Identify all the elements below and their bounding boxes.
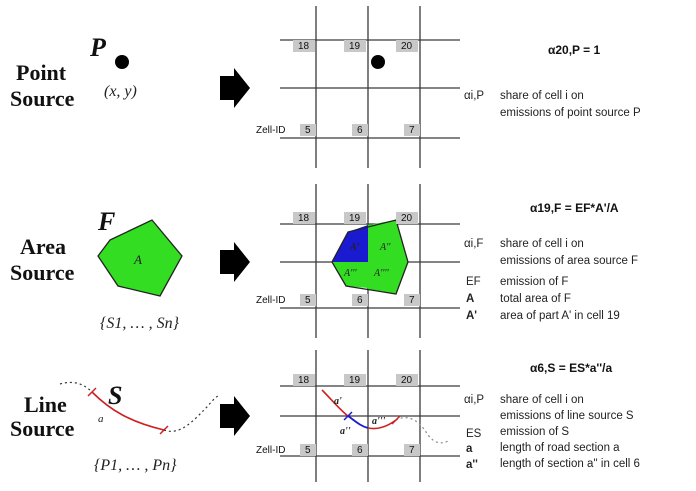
road-segment-label: a <box>98 413 104 425</box>
point-symbol: P <box>89 33 107 62</box>
point-legend-text-1: emissions of point source P <box>500 107 641 119</box>
zell-id-label: Zell-ID <box>256 125 285 136</box>
point-title-line2: Source <box>10 86 75 111</box>
area-legend-text-2: emission of F <box>500 276 568 288</box>
area-title-line1: Area <box>20 234 66 259</box>
grid-road-dotted <box>395 417 451 444</box>
cell-id-20: 20 <box>401 375 413 386</box>
point-legend-symbol-0: αi,P <box>464 90 484 102</box>
area-title-line2: Source <box>10 260 75 285</box>
cell-id-6: 6 <box>357 295 363 306</box>
point-legend-text-0: share of cell i on <box>500 90 584 102</box>
area-legend-text-1: emissions of area source F <box>500 255 638 267</box>
area-part-label-a3: A''' <box>343 268 357 279</box>
cell-id-19: 19 <box>349 213 361 224</box>
line-legend-symbol-3: a <box>466 443 473 455</box>
point-source-section: Point Source P (x, y) 18 19 20 Zell-ID 5… <box>10 6 641 168</box>
cell-id-7: 7 <box>409 125 415 136</box>
cell-id-20: 20 <box>401 41 413 52</box>
point-coords: (x, y) <box>104 83 137 100</box>
cell-id-19: 19 <box>349 375 361 386</box>
point-formula: α20,P = 1 <box>548 43 601 57</box>
line-legend-text-4: length of section a'' in cell 6 <box>500 458 640 470</box>
line-source-section: Line Source S a {P1, … , Pn} a' a'' a'''… <box>10 350 640 482</box>
line-source-dotted-end <box>163 395 219 432</box>
line-source-dotted-start <box>59 381 93 393</box>
grid-road-label-a1: a' <box>334 396 342 407</box>
cell-id-7: 7 <box>409 445 415 456</box>
point-title-line1: Point <box>16 60 67 85</box>
arrow-icon <box>220 242 250 282</box>
line-legend-text-0: share of cell i on <box>500 394 584 406</box>
cell-id-18: 18 <box>298 213 310 224</box>
area-symbol: F <box>97 207 115 236</box>
area-part-a3 <box>332 262 368 288</box>
cell-id-20: 20 <box>401 213 413 224</box>
arrow-icon <box>220 68 250 108</box>
point-grid <box>280 6 460 168</box>
grid-road-label-a3: a''' <box>372 416 386 427</box>
line-legend-text-3: length of road section a <box>500 442 620 454</box>
line-formula: α6,S = ES*a''/a <box>530 361 612 375</box>
line-legend-symbol-4: a'' <box>466 459 478 471</box>
zell-id-label: Zell-ID <box>256 445 285 456</box>
line-title-line2: Source <box>10 416 75 441</box>
area-legend-symbol-4: A' <box>466 310 477 322</box>
zell-id-label: Zell-ID <box>256 295 285 306</box>
grid-road-part-a1 <box>321 389 349 417</box>
line-legend-text-1: emissions of line source S <box>500 410 634 422</box>
cell-id-6: 6 <box>357 445 363 456</box>
grid-road-label-a2: a'' <box>340 426 351 437</box>
area-source-section: Area Source F A {S1, … , Sn} A' A'' A'''… <box>10 184 638 338</box>
cell-id-5: 5 <box>305 125 311 136</box>
area-part-label-a1: A' <box>349 242 360 253</box>
area-part-a1 <box>332 225 368 262</box>
area-polygon <box>97 219 183 297</box>
area-legend-text-0: share of cell i on <box>500 238 584 250</box>
area-legend-text-3: total area of F <box>500 293 571 305</box>
cell-id-5: 5 <box>305 295 311 306</box>
line-title-line1: Line <box>24 392 67 417</box>
arrow-icon <box>220 396 250 436</box>
line-symbol: S <box>108 381 122 410</box>
cell-id-18: 18 <box>298 41 310 52</box>
cell-id-6: 6 <box>357 125 363 136</box>
line-set-label: {P1, … , Pn} <box>94 457 177 474</box>
area-part-a2 <box>368 220 408 262</box>
line-legend-symbol-0: αi,P <box>464 394 484 406</box>
grid-point-dot <box>371 55 385 69</box>
area-formula: α19,F = EF*A'/A <box>530 201 619 215</box>
area-legend-symbol-3: A <box>466 293 474 305</box>
cell-id-5: 5 <box>305 445 311 456</box>
point-source-dot <box>115 55 129 69</box>
area-part-a4 <box>368 262 408 294</box>
line-legend-text-2: emission of S <box>500 426 569 438</box>
grid-road-part-a2 <box>347 415 369 429</box>
cell-id-7: 7 <box>409 295 415 306</box>
area-set-label: {S1, … , Sn} <box>100 315 180 332</box>
cell-id-18: 18 <box>298 375 310 386</box>
area-part-label-a4: A'''' <box>373 268 390 279</box>
line-grid <box>280 350 460 482</box>
line-legend-symbol-2: ES <box>466 428 482 440</box>
cell-id-19: 19 <box>349 41 361 52</box>
area-legend-symbol-0: αi,F <box>464 238 483 250</box>
area-legend-text-4: area of part A' in cell 19 <box>500 310 620 322</box>
area-legend-symbol-2: EF <box>466 276 481 288</box>
area-part-label-a2: A'' <box>379 242 391 253</box>
road-section-a <box>91 391 165 431</box>
area-label: A <box>133 252 142 267</box>
